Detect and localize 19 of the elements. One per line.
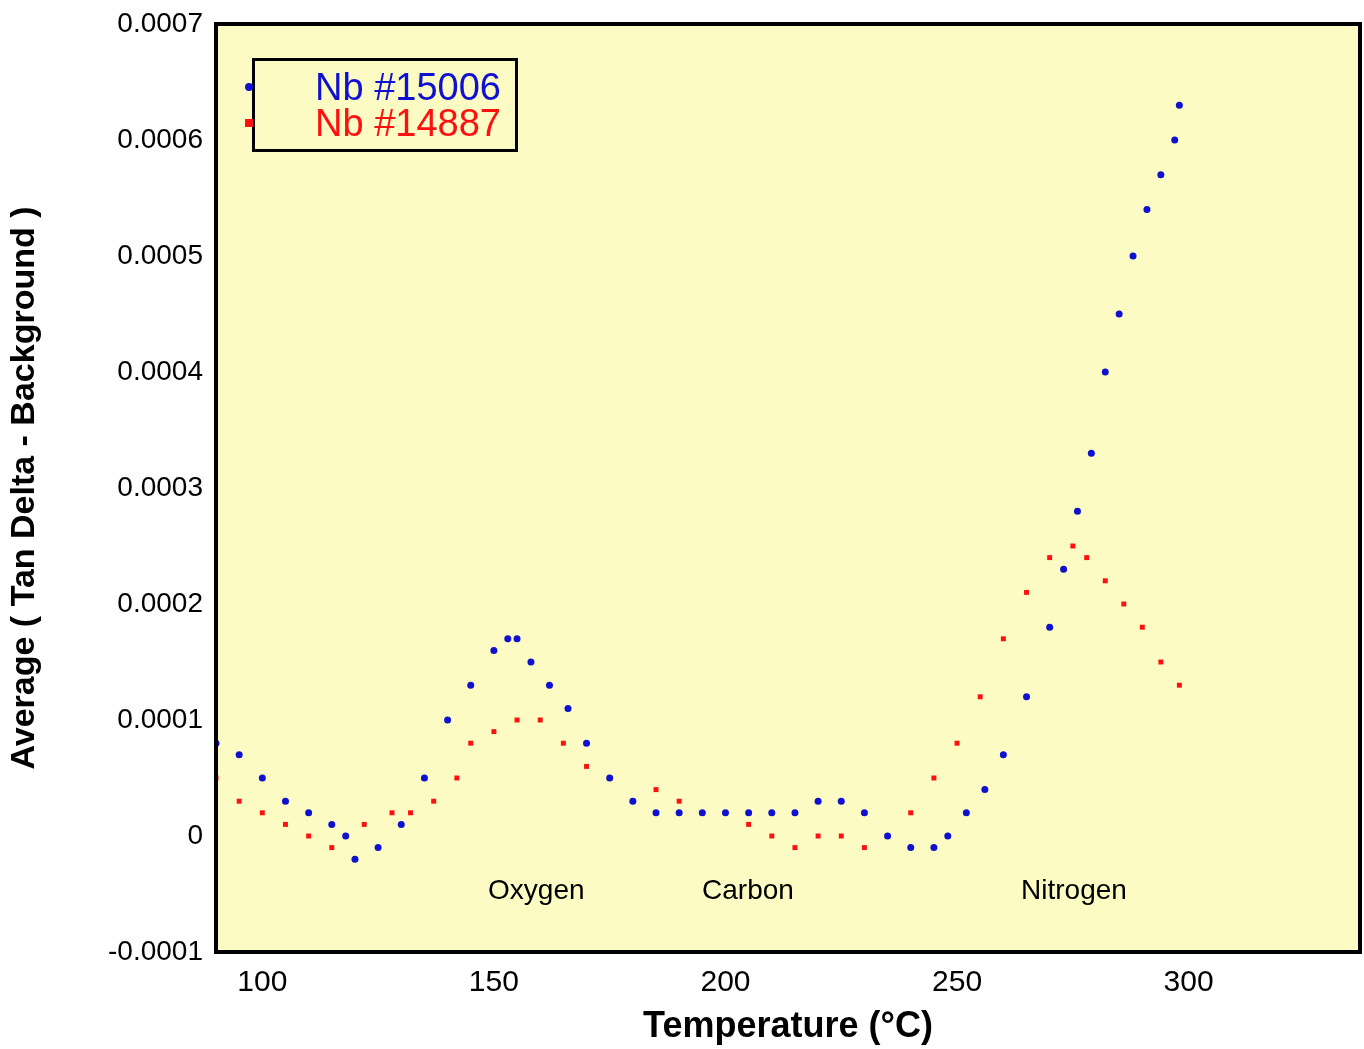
y-tick-label: 0.0006 bbox=[117, 122, 203, 154]
y-tick-label: 0.0001 bbox=[117, 702, 203, 734]
y-tick-label: 0.0005 bbox=[117, 238, 203, 270]
x-axis-title: Temperature (°C) bbox=[643, 1004, 933, 1046]
x-tick-label: 300 bbox=[1163, 964, 1214, 998]
y-axis-title: Average ( Tan Delta - Background ) bbox=[2, 206, 41, 770]
x-tick-label: 250 bbox=[932, 964, 983, 998]
y-tick-label: 0.0003 bbox=[117, 470, 203, 502]
x-tick-label: 200 bbox=[700, 964, 751, 998]
y-tick-label: -0.0001 bbox=[108, 934, 203, 966]
annotation: Oxygen bbox=[488, 874, 585, 906]
y-tick-label: 0 bbox=[187, 818, 203, 850]
annotation: Nitrogen bbox=[1021, 874, 1127, 906]
x-tick-label: 150 bbox=[468, 964, 519, 998]
y-tick-label: 0.0004 bbox=[117, 354, 203, 386]
y-tick-label: 0.0007 bbox=[117, 6, 203, 38]
x-tick-label: 100 bbox=[237, 964, 288, 998]
y-tick-label: 0.0002 bbox=[117, 586, 203, 618]
annotation: Carbon bbox=[702, 874, 794, 906]
